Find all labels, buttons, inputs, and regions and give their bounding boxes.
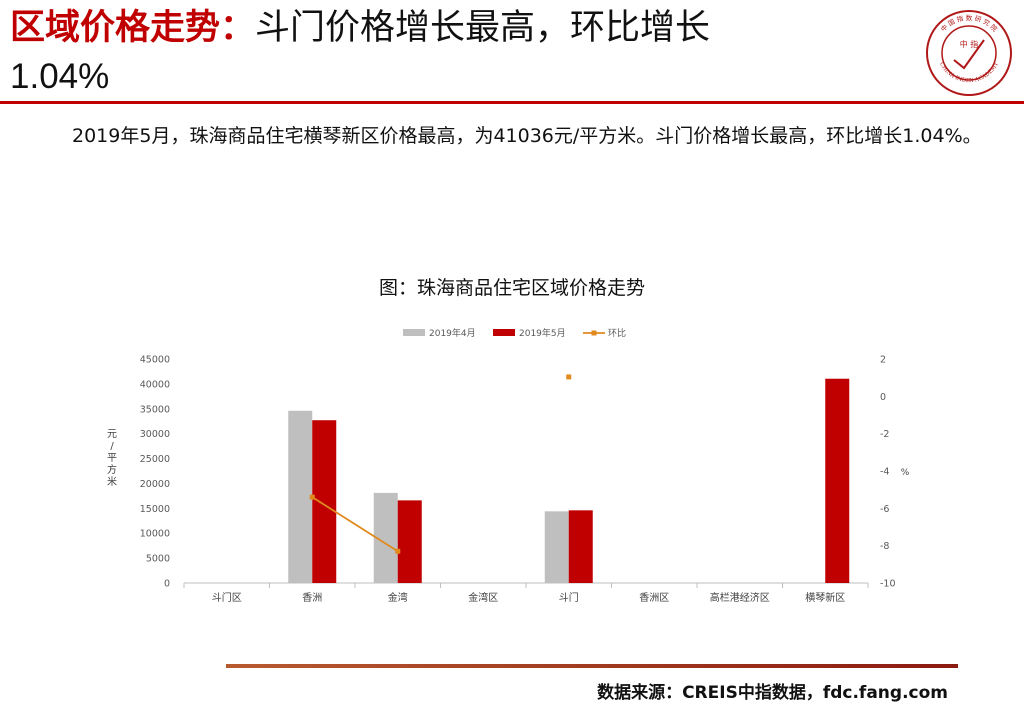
y2-tick-label: 0 [880,392,886,403]
y-tick-label: 30000 [140,429,170,440]
y-tick-label: 40000 [140,379,170,390]
logo-center-text: 中 指 [960,39,979,49]
footer-divider [226,664,958,668]
page-title-rest: 斗门价格增长最高，环比增长 [255,8,711,48]
y-axis-label-char: / [110,441,114,452]
bar-may [568,510,593,583]
mom-point [566,374,572,380]
y2-tick-label: -6 [880,504,889,515]
bar-may [312,420,337,583]
legend-swatch [403,329,425,336]
y-axis-label-char: 方 [107,463,117,476]
y-tick-label: 25000 [140,454,170,465]
y-tick-label: 35000 [140,404,170,415]
y-axis-label-char: 米 [107,475,117,488]
mom-line [311,496,399,553]
legend-swatch-marker [591,330,597,336]
page-title-line2: 1.04% [10,57,110,96]
china-index-academy-seal-icon: 中 指 中 国 指 数 研 究 院 CHINA INDEX ACADEMY [926,10,1012,96]
y-tick-label: 0 [164,579,170,590]
x-category-label: 高栏港经济区 [710,591,770,604]
y-tick-label: 5000 [146,554,170,565]
x-category-label: 金湾区 [468,591,498,604]
y2-tick-label: -8 [880,541,889,552]
bar-apr [288,410,313,583]
y-tick-label: 45000 [140,355,170,366]
y2-tick-label: -10 [880,579,896,590]
legend-label: 环比 [608,327,626,339]
x-category-label: 金湾 [388,591,408,604]
data-source: 数据来源：CREIS中指数据，fdc.fang.com [597,683,948,703]
chart-title: 图：珠海商品住宅区域价格走势 [378,277,645,299]
page-title: 区域价格走势：斗门价格增长最高，环比增长 [10,6,710,50]
y2-tick-label: -4 [880,467,889,478]
x-category-label: 横琴新区 [805,591,845,604]
x-category-label: 香洲区 [639,592,669,604]
summary-text: 2019年5月，珠海商品住宅横琴新区价格最高，为41036元/平方米。斗门价格增… [72,125,982,147]
y-tick-label: 10000 [140,529,170,540]
y2-axis-label: % [901,468,910,478]
x-category-label: 斗门 [559,591,579,604]
x-category-label: 斗门区 [212,591,242,604]
bar-may [397,500,422,583]
y-tick-label: 15000 [140,504,170,515]
x-category-label: 香洲 [302,592,322,604]
bar-apr [544,511,569,583]
y-axis-label-char: 元 [107,429,117,440]
page-title-highlight: 区域价格走势： [10,8,256,48]
bar-may [825,378,850,583]
y-tick-label: 20000 [140,479,170,490]
title-divider [0,101,1024,104]
legend-label: 2019年5月 [519,327,566,339]
y-axis-label-char: 平 [107,453,117,464]
legend-swatch [493,329,515,336]
y2-tick-label: -2 [880,429,889,440]
legend-label: 2019年4月 [429,327,476,339]
mom-point [309,494,315,500]
mom-point [395,548,401,554]
y2-tick-label: 2 [880,355,886,366]
